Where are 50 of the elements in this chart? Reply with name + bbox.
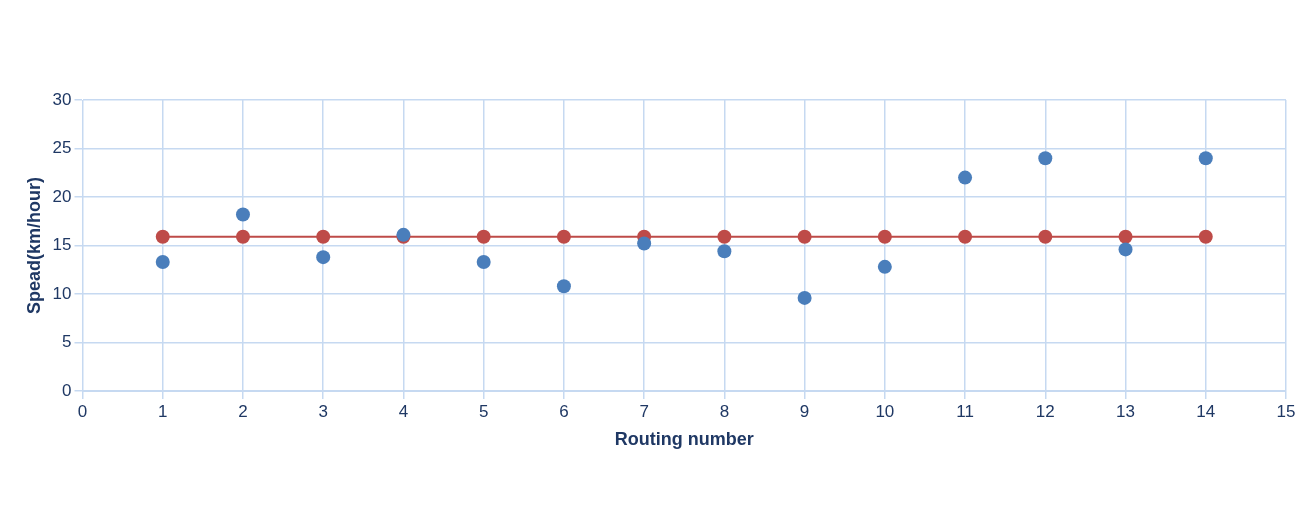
- x-tick-label: 7: [639, 401, 649, 421]
- point: [155, 254, 170, 269]
- point: [235, 229, 250, 244]
- x-tick-label: 2: [238, 401, 248, 421]
- x-axis-title: Routing number: [614, 429, 754, 450]
- point: [1118, 242, 1133, 257]
- point: [1118, 229, 1133, 244]
- point: [797, 290, 812, 305]
- x-tick-label: 3: [318, 401, 328, 421]
- point: [1198, 151, 1213, 166]
- x-tick-label: 15: [1276, 401, 1296, 421]
- x-tick-label: 14: [1196, 401, 1216, 421]
- x-tick-label: 10: [875, 401, 895, 421]
- point: [797, 229, 812, 244]
- point: [1038, 151, 1053, 166]
- x-tick-label: 4: [398, 401, 409, 421]
- point: [235, 207, 250, 222]
- x-tick-label: 5: [478, 401, 489, 421]
- point: [877, 229, 892, 244]
- point: [1038, 229, 1053, 244]
- point: [316, 250, 331, 265]
- point: [556, 229, 571, 244]
- x-tick-label: 11: [956, 401, 974, 421]
- y-tick-label: 20: [52, 186, 72, 206]
- x-tick-label: 6: [559, 401, 569, 421]
- point: [155, 229, 170, 244]
- point: [637, 236, 652, 251]
- x-tick-label: 9: [799, 401, 810, 421]
- x-tick-label: 13: [1116, 401, 1135, 421]
- x-tick-label: 8: [719, 401, 730, 421]
- y-tick-label: 10: [52, 283, 72, 303]
- point: [958, 170, 973, 185]
- y-tick-label: 30: [52, 89, 72, 109]
- point: [476, 254, 491, 269]
- point: [877, 259, 892, 274]
- y-tick-label: 5: [62, 332, 72, 352]
- point: [476, 229, 491, 244]
- point: [958, 229, 973, 244]
- point: [717, 244, 732, 259]
- point: [556, 279, 571, 294]
- x-tick-label: 0: [77, 401, 88, 421]
- point: [717, 229, 732, 244]
- x-tick-label: 1: [158, 401, 168, 421]
- x-tick-label: 12: [1035, 401, 1055, 421]
- y-axis-title: Spead(km/hour): [23, 176, 44, 315]
- y-tick-label: 15: [52, 235, 72, 255]
- y-tick-label: 0: [62, 380, 72, 400]
- point: [316, 229, 331, 244]
- point: [1198, 229, 1213, 244]
- y-tick-label: 25: [52, 138, 72, 158]
